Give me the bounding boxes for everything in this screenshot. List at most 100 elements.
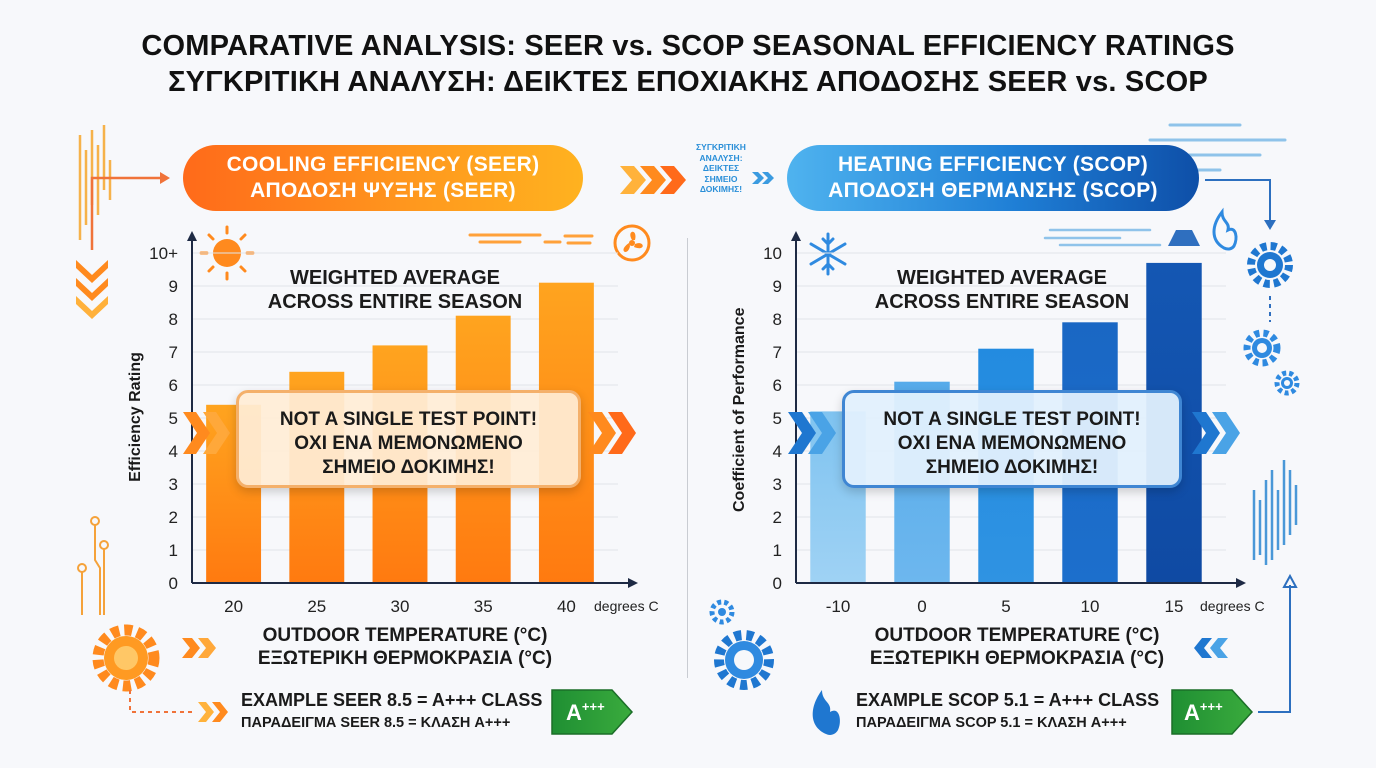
y-tick-label: 9	[773, 277, 782, 296]
arrow-connector-left	[90, 176, 160, 250]
note-chevrons-left	[183, 412, 230, 454]
wind-lines-icon	[1043, 228, 1162, 247]
x-title-en: OUTDOOR TEMPERATURE (°C)	[262, 625, 548, 646]
cooling-note-box: NOT A SINGLE TEST POINT! ΟΧΙ ΕΝΑ ΜΕΜΟΝΩΜ…	[236, 390, 581, 488]
title-greek: ΣΥΓΚΡΙΤΙΚΗ ΑΝΑΛΥΣΗ: ΔΕΙΚΤΕΣ ΕΠΟΧΙΑΚΗΣ ΑΠ…	[168, 66, 1208, 98]
chevrons-right-icon	[198, 702, 228, 722]
weighted-line: WEIGHTED AVERAGE	[289, 267, 500, 289]
note-line: NOT A SINGLE TEST POINT!	[883, 409, 1141, 430]
cooling-header-en: COOLING EFFICIENCY (SEER)	[226, 153, 540, 176]
wind-lines-icon	[468, 233, 594, 245]
example-en: EXAMPLE SEER 8.5 = A+++ CLASS	[241, 690, 543, 710]
x-unit-label: degrees C	[1200, 598, 1265, 614]
connector-line: ΔΕΙΚΤΕΣ	[702, 163, 740, 173]
x-tick-label: 30	[391, 597, 410, 616]
y-tick-label: 9	[169, 277, 178, 296]
cooling-header: COOLING EFFICIENCY (SEER) ΑΠΟΔΟΣΗ ΨΥΞΗΣ …	[183, 145, 583, 211]
note-line: ΟΧΙ ΕΝΑ ΜΕΜΟΝΩΜΕΝΟ	[897, 433, 1127, 454]
weighted-line: ACROSS ENTIRE SEASON	[267, 291, 523, 313]
page-title: COMPARATIVE ANALYSIS: SEER vs. SCOP SEAS…	[0, 28, 1376, 100]
gear-icon	[1274, 370, 1300, 396]
y-axis-arrow	[187, 231, 197, 241]
dashed-connector	[129, 690, 196, 713]
example-gr: ΠΑΡΑΔΕΙΓΜΑ SCOP 5.1 = ΚΛΑΣΗ A+++	[856, 715, 1127, 731]
return-arrow-head	[1282, 573, 1298, 588]
note-line: ΣΗΜΕΙΟ ΔΟΚΙΜΗΣ!	[925, 457, 1099, 478]
x-axis-arrow	[628, 578, 638, 588]
heating-weighted-label: WEIGHTED AVERAGE ACROSS ENTIRE SEASON	[862, 266, 1142, 314]
return-arrow-right	[1258, 585, 1291, 713]
outdoor-unit-icon	[1168, 230, 1200, 246]
y-tick-label: 1	[169, 541, 178, 560]
x-axis-arrow	[1236, 578, 1246, 588]
cooling-weighted-label: WEIGHTED AVERAGE ACROSS ENTIRE SEASON	[255, 266, 535, 314]
y-tick-label: 1	[773, 541, 782, 560]
x-tick-label: 15	[1165, 597, 1184, 616]
chevrons-down-icon	[76, 260, 108, 319]
note-chevrons-right	[1192, 412, 1240, 454]
y-tick-label: 3	[169, 475, 178, 494]
arrow-connector-right	[1205, 179, 1271, 222]
y-tick-label: 4	[169, 442, 178, 461]
connector-line: ΣΥΓΚΡΙΤΙΚΗ	[696, 142, 746, 152]
heating-x-axis-title: OUTDOOR TEMPERATURE (°C) ΕΞΩΤΕΡΙΚΗ ΘΕΡΜΟ…	[852, 624, 1182, 670]
sun-icon	[199, 225, 255, 281]
x-title-en: OUTDOOR TEMPERATURE (°C)	[874, 625, 1160, 646]
x-tick-label: 5	[1001, 597, 1010, 616]
heating-header-en: HEATING EFFICIENCY (SCOP)	[837, 153, 1149, 176]
heating-header-gr: ΑΠΟΔΟΣΗ ΘΕΡΜΑΝΣΗΣ (SCOP)	[828, 179, 1158, 202]
gear-icon	[1243, 329, 1281, 367]
y-tick-label: 6	[773, 376, 782, 395]
x-tick-label: 20	[224, 597, 243, 616]
heating-y-axis-label: Coefficient of Performance	[731, 307, 748, 512]
y-tick-label: 10	[763, 244, 782, 263]
connector-line: ΔΟΚΙΜΗΣ!	[699, 184, 743, 194]
chevrons-left-icon	[1194, 638, 1228, 658]
chevrons-right-icon	[182, 638, 216, 658]
x-tick-label: -10	[826, 597, 851, 616]
x-unit-label: degrees C	[594, 598, 659, 614]
connector-caption: ΣΥΓΚΡΙΤΙΚΗ ΑΝΑΛΥΣΗ: ΔΕΙΚΤΕΣ ΣΗΜΕΙΟ ΔΟΚΙΜ…	[680, 142, 762, 195]
energy-class-badge-heating: A+++	[1171, 689, 1254, 735]
circuit-icon	[77, 516, 109, 615]
example-en: EXAMPLE SCOP 5.1 = A+++ CLASS	[856, 690, 1160, 710]
y-tick-label: 5	[773, 409, 782, 428]
y-axis-arrow	[791, 231, 801, 241]
heating-header: HEATING EFFICIENCY (SCOP) ΑΠΟΔΟΣΗ ΘΕΡΜΑΝ…	[787, 145, 1199, 211]
x-tick-label: 10	[1081, 597, 1100, 616]
heating-example: EXAMPLE SCOP 5.1 = A+++ CLASS ΠΑΡΑΔΕΙΓΜΑ…	[856, 688, 1159, 734]
gear-icon	[709, 599, 735, 625]
small-chevrons-right-icon	[752, 172, 774, 184]
note-chevrons-left	[788, 412, 836, 454]
cooling-y-axis-label: Efficiency Rating	[127, 352, 144, 482]
y-tick-label: 2	[169, 508, 178, 527]
arrow-head-left	[160, 172, 170, 184]
cooling-header-gr: ΑΠΟΔΟΣΗ ΨΥΞΗΣ (SEER)	[250, 179, 516, 202]
y-tick-label: 6	[169, 376, 178, 395]
decor-data-lines-left	[78, 125, 112, 240]
fan-icon	[613, 224, 651, 262]
x-title-gr: ΕΞΩΤΕΡΙΚΗ ΘΕΡΜΟΚΡΑΣΙΑ (°C)	[869, 648, 1165, 669]
gear-icon	[1247, 242, 1293, 288]
flame-icon	[1212, 207, 1238, 251]
y-tick-label: 5	[169, 409, 178, 428]
weighted-line: ACROSS ENTIRE SEASON	[874, 291, 1130, 313]
heating-note-box: NOT A SINGLE TEST POINT! ΟΧΙ ΕΝΑ ΜΕΜΟΝΩΜ…	[842, 390, 1182, 488]
note-chevrons-right	[588, 412, 636, 454]
note-line: ΟΧΙ ΕΝΑ ΜΕΜΟΝΩΜΕΝΟ	[294, 433, 523, 454]
y-tick-label: 0	[773, 574, 782, 593]
y-tick-label: 7	[169, 343, 178, 362]
note-line: ΣΗΜΕΙΟ ΔΟΚΙΜΗΣ!	[322, 457, 495, 478]
x-tick-label: 35	[474, 597, 493, 616]
y-tick-label: 0	[169, 574, 178, 593]
x-title-gr: ΕΞΩΤΕΡΙΚΗ ΘΕΡΜΟΚΡΑΣΙΑ (°C)	[257, 648, 553, 669]
y-tick-label: 10+	[149, 244, 178, 263]
title-english: COMPARATIVE ANALYSIS: SEER vs. SCOP SEAS…	[141, 30, 1235, 62]
weighted-line: WEIGHTED AVERAGE	[896, 267, 1107, 289]
arrow-head-right	[1264, 220, 1276, 230]
gear-icon	[92, 624, 160, 692]
flame-icon	[812, 690, 840, 735]
y-tick-label: 7	[773, 343, 782, 362]
example-gr: ΠΑΡΑΔΕΙΓΜΑ SEER 8.5 = ΚΛΑΣΗ A+++	[241, 715, 511, 731]
x-tick-label: 40	[557, 597, 576, 616]
